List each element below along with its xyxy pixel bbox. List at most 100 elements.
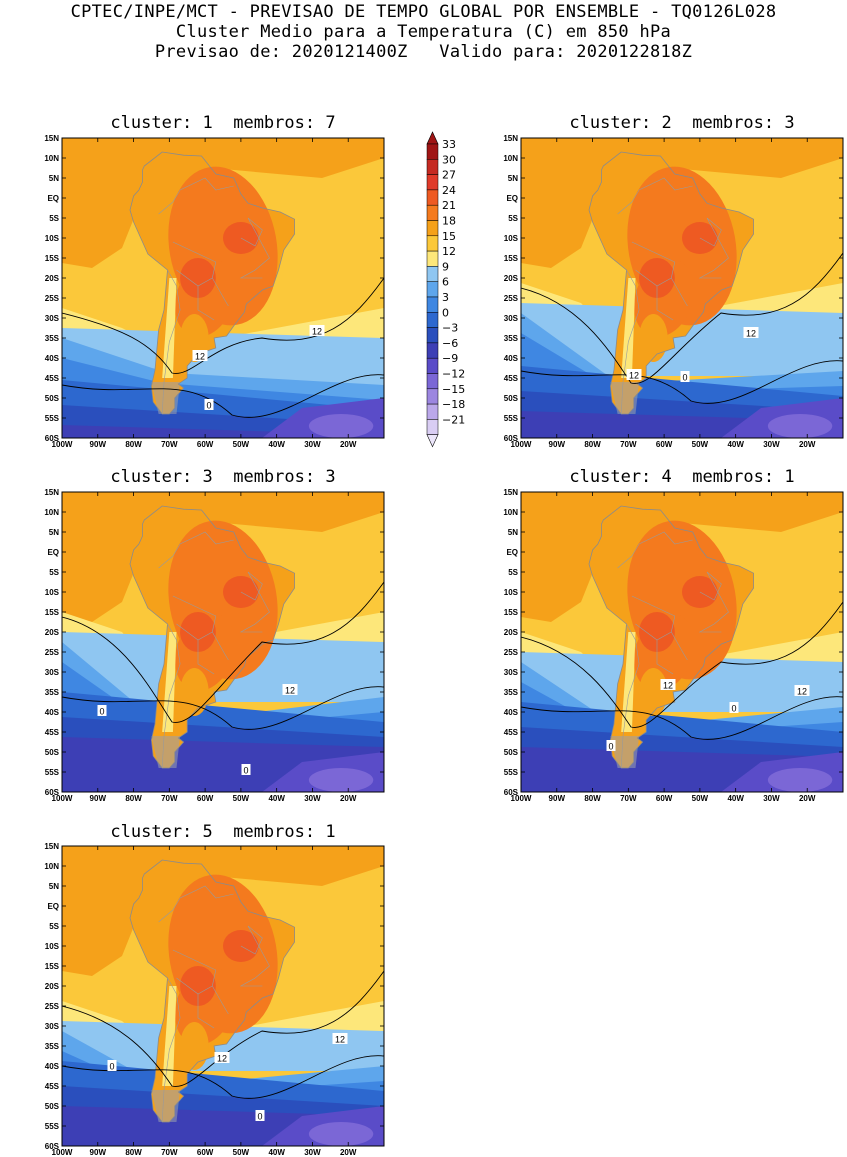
contour-label: 12 [309,325,325,337]
lon-tick-label: 50W [233,440,250,449]
contour-0 [62,1055,384,1099]
lat-tick-label: 25S [504,294,519,303]
lat-tick-label: 5N [508,174,518,183]
contour-label: 12 [660,679,676,691]
lat-tick-label: 10S [504,588,519,597]
svg-text:12: 12 [195,352,205,362]
lat-tick-label: 20S [45,628,60,637]
lat-tick-label: 10N [44,508,59,517]
temperature-field [62,492,384,792]
lat-tick-label: 15N [503,488,518,497]
colorbar: 33 30 27 24 21 18 15 12 9 6 3 0 −3 −6 −9 −12 −15 −18 −21 [418,130,478,448]
colorbar-swatch [426,296,439,313]
contour-0 [62,374,384,418]
lat-tick-label: 60S [504,788,519,797]
lat-tick-label: 45S [504,728,519,737]
colorbar-label: 0 [442,306,449,319]
svg-text:0: 0 [608,742,613,752]
colorbar-bottom-arrow [426,434,439,448]
lat-tick-label: 15N [503,134,518,143]
lon-tick-label: 60W [656,440,673,449]
svg-text:12: 12 [663,681,673,691]
lat-tick-label: 55S [504,768,519,777]
country-border [617,177,693,215]
lon-tick-label: 100W [52,1148,73,1157]
svg-text:0: 0 [731,704,736,714]
lon-tick-label: 40W [268,1148,285,1157]
map-panel-cluster-4: 12 12 0 0 15N 10N 5N EQ 5S 10S 15S 20S 25S 30S 35S 40S 4… [503,488,844,803]
country-border [161,269,181,415]
lon-tick-label: 80W [125,794,142,803]
contour-label: 0 [255,1110,265,1122]
lat-tick-label: 15N [44,842,59,851]
lon-tick-label: 100W [511,794,532,803]
contour-12 [62,581,384,723]
colorbar-label: −12 [442,368,465,381]
header-line-1: CPTEC/INPE/MCT - PREVISAO DE TEMPO GLOBA… [70,2,777,22]
colorbar-swatch [426,327,439,344]
lon-tick-label: 50W [692,794,709,803]
contour-label: 0 [97,705,107,717]
lat-tick-label: 55S [504,414,519,423]
colorbar-label: −6 [442,337,458,350]
colorbar-swatch [426,357,439,374]
svg-text:12: 12 [312,327,322,337]
country-border [656,286,674,321]
lon-tick-label: 40W [727,794,744,803]
header-line-3: Previsao de: 2020121400Z Valido para: 20… [154,42,693,62]
colorbar-label: −3 [442,322,458,335]
lat-tick-label: 30S [45,1022,60,1031]
lon-tick-label: 30W [763,440,780,449]
country-border [197,994,215,1029]
lat-tick-label: 20S [504,274,519,283]
lat-tick-label: 45S [504,374,519,383]
lat-tick-label: 50S [504,748,519,757]
lon-tick-label: 30W [304,440,321,449]
country-border [698,217,729,279]
lat-tick-label: 5N [49,174,59,183]
contour-12 [62,277,384,374]
contour-0 [62,686,384,730]
lat-tick-label: 25S [45,1002,60,1011]
lon-tick-label: 90W [549,440,566,449]
lat-tick-label: 35S [504,334,519,343]
svg-text:0: 0 [99,707,104,717]
contour-label: 12 [214,1052,230,1064]
contour-label: 0 [107,1060,117,1072]
contour-label: 0 [606,740,616,752]
lon-tick-label: 70W [620,794,637,803]
lon-tick-label: 80W [584,794,601,803]
country-border [197,286,215,321]
country-border [620,269,640,415]
lon-tick-label: 50W [233,1148,250,1157]
lat-tick-label: 15S [45,254,60,263]
colorbar-label: 9 [442,260,449,273]
svg-text:12: 12 [217,1054,227,1064]
map-panel-cluster-5: 12 12 0 0 15N 10N 5N EQ 5S 10S 15S 20S 25S 30S 35S 40S 4… [44,842,385,1157]
colorbar-top-arrow [426,131,439,145]
panel-title-cluster-3: cluster: 3 membros: 3 [110,467,336,487]
lat-tick-label: 15S [504,608,519,617]
lon-tick-label: 30W [304,1148,321,1157]
lon-tick-label: 60W [197,1148,214,1157]
lat-tick-label: EQ [506,194,518,203]
lat-tick-label: 50S [504,394,519,403]
map-frame [520,491,844,793]
contour-0 [521,696,843,740]
contour-label: 12 [282,684,298,696]
lon-tick-label: 60W [656,794,673,803]
colorbar-label: −15 [442,383,465,396]
colorbar-swatch [426,312,439,328]
lon-tick-label: 70W [161,1148,178,1157]
lat-tick-label: 15S [45,962,60,971]
colorbar-swatch [426,419,439,435]
colorbar-label: 21 [442,199,456,212]
lat-tick-label: 60S [45,788,60,797]
lon-tick-label: 30W [763,794,780,803]
lat-tick-label: 40S [504,708,519,717]
lat-tick-label: 40S [45,1062,60,1071]
country-border [239,571,270,633]
map-frame [61,845,385,1147]
panel-title-cluster-5: cluster: 5 membros: 1 [110,822,336,842]
coastline [129,505,295,769]
